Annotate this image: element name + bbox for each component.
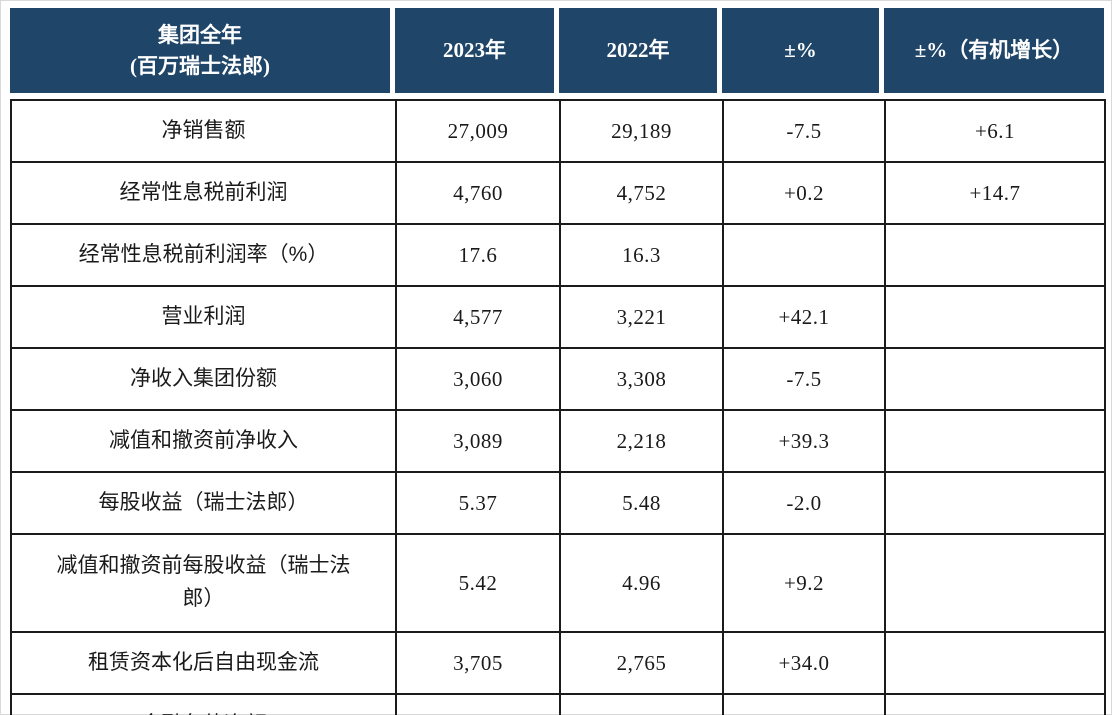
header-group-line1: 集团全年 bbox=[158, 23, 242, 48]
metric-label: 营业利润 bbox=[10, 285, 397, 349]
metric-label: 净销售额 bbox=[10, 99, 397, 163]
value-pct-change bbox=[722, 223, 886, 287]
header-group-title: 集团全年 (百万瑞士法郎) bbox=[10, 8, 395, 93]
value-organic-growth bbox=[884, 409, 1106, 473]
table-row: 金融负债净额 7,896 6,032 +30.9 bbox=[10, 693, 1106, 715]
value-2022: 4,752 bbox=[559, 161, 724, 225]
value-2022: 4.96 bbox=[559, 533, 724, 633]
value-2022: 29,189 bbox=[559, 99, 724, 163]
value-2022: 5.48 bbox=[559, 471, 724, 535]
value-2023: 27,009 bbox=[395, 99, 561, 163]
header-group-line2: (百万瑞士法郎) bbox=[130, 53, 270, 78]
header-col-pct-change: ±% bbox=[722, 8, 884, 93]
metric-label: 经常性息税前利润 bbox=[10, 161, 397, 225]
value-2022: 2,765 bbox=[559, 631, 724, 695]
value-2023: 4,577 bbox=[395, 285, 561, 349]
value-2022: 3,221 bbox=[559, 285, 724, 349]
value-organic-growth bbox=[884, 347, 1106, 411]
header-col-organic-growth: ±%（有机增长） bbox=[884, 8, 1104, 93]
metric-label: 金融负债净额 bbox=[10, 693, 397, 715]
value-pct-change: +39.3 bbox=[722, 409, 886, 473]
table-row: 减值和撤资前每股收益（瑞士法郎） 5.42 4.96 +9.2 bbox=[10, 533, 1106, 633]
table-row: 经常性息税前利润率（%） 17.6 16.3 bbox=[10, 223, 1106, 287]
value-organic-growth bbox=[884, 223, 1106, 287]
value-2023: 4,760 bbox=[395, 161, 561, 225]
value-organic-growth: +6.1 bbox=[884, 99, 1106, 163]
value-organic-growth bbox=[884, 285, 1106, 349]
table-row: 净销售额 27,009 29,189 -7.5 +6.1 bbox=[10, 99, 1106, 163]
value-2023: 17.6 bbox=[395, 223, 561, 287]
value-pct-change: +30.9 bbox=[722, 693, 886, 715]
metric-label: 租赁资本化后自由现金流 bbox=[10, 631, 397, 695]
metric-label: 净收入集团份额 bbox=[10, 347, 397, 411]
metric-label: 减值和撤资前净收入 bbox=[10, 409, 397, 473]
value-2023: 3,705 bbox=[395, 631, 561, 695]
value-organic-growth bbox=[884, 471, 1106, 535]
value-pct-change: +34.0 bbox=[722, 631, 886, 695]
value-2023: 7,896 bbox=[395, 693, 561, 715]
value-organic-growth bbox=[884, 533, 1106, 633]
metric-label: 每股收益（瑞士法郎） bbox=[10, 471, 397, 535]
value-2022: 16.3 bbox=[559, 223, 724, 287]
value-2023: 3,089 bbox=[395, 409, 561, 473]
financial-results-table: 集团全年 (百万瑞士法郎) 2023年 2022年 ±% ±%（有机增长） 净销… bbox=[10, 8, 1106, 715]
metric-label: 减值和撤资前每股收益（瑞士法郎） bbox=[10, 533, 397, 633]
value-pct-change: +0.2 bbox=[722, 161, 886, 225]
value-organic-growth: +14.7 bbox=[884, 161, 1106, 225]
metric-label: 经常性息税前利润率（%） bbox=[10, 223, 397, 287]
value-2022: 6,032 bbox=[559, 693, 724, 715]
table-row: 每股收益（瑞士法郎） 5.37 5.48 -2.0 bbox=[10, 471, 1106, 535]
value-2023: 5.42 bbox=[395, 533, 561, 633]
value-pct-change: -7.5 bbox=[722, 99, 886, 163]
value-2023: 3,060 bbox=[395, 347, 561, 411]
value-pct-change: +9.2 bbox=[722, 533, 886, 633]
value-organic-growth bbox=[884, 693, 1106, 715]
table-row: 营业利润 4,577 3,221 +42.1 bbox=[10, 285, 1106, 349]
value-2022: 3,308 bbox=[559, 347, 724, 411]
value-2023: 5.37 bbox=[395, 471, 561, 535]
value-pct-change: -2.0 bbox=[722, 471, 886, 535]
value-2022: 2,218 bbox=[559, 409, 724, 473]
table-body: 净销售额 27,009 29,189 -7.5 +6.1 经常性息税前利润 4,… bbox=[10, 99, 1106, 715]
table-row: 净收入集团份额 3,060 3,308 -7.5 bbox=[10, 347, 1106, 411]
table-row: 经常性息税前利润 4,760 4,752 +0.2 +14.7 bbox=[10, 161, 1106, 225]
table-row: 租赁资本化后自由现金流 3,705 2,765 +34.0 bbox=[10, 631, 1106, 695]
header-col-2022: 2022年 bbox=[559, 8, 722, 93]
value-pct-change: -7.5 bbox=[722, 347, 886, 411]
value-organic-growth bbox=[884, 631, 1106, 695]
header-col-2023: 2023年 bbox=[395, 8, 559, 93]
table-header-row: 集团全年 (百万瑞士法郎) 2023年 2022年 ±% ±%（有机增长） bbox=[10, 8, 1104, 93]
value-pct-change: +42.1 bbox=[722, 285, 886, 349]
table-row: 减值和撤资前净收入 3,089 2,218 +39.3 bbox=[10, 409, 1106, 473]
